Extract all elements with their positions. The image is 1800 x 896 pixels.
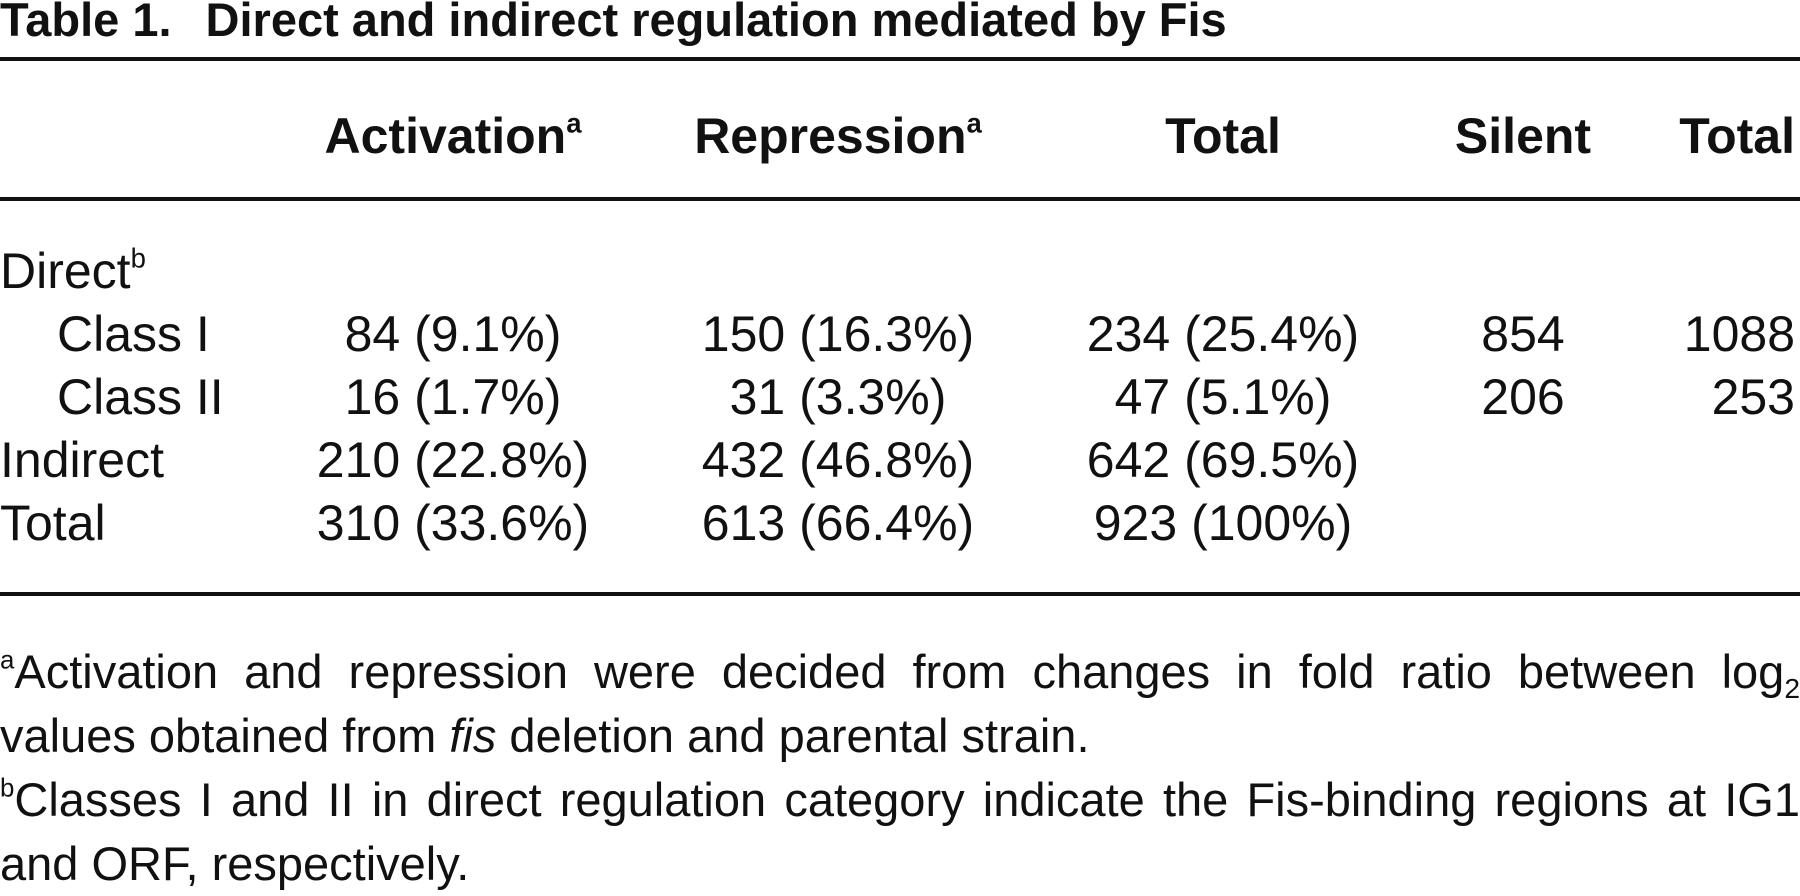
footnote-mark: b [0,774,15,803]
column-header: Total [1679,111,1795,161]
footnote-mark: a [566,107,582,139]
table-cell: 47 (5.1%) [1114,369,1332,425]
row-label-text: Class II [57,369,224,425]
column-header: Repressiona [694,108,982,164]
table-cell: 16 (1.7%) [344,369,562,425]
column-header-text: Total [1679,108,1795,164]
column-header-text: Activation [324,108,567,164]
table-cell: 642 (69.5%) [1086,432,1360,488]
header-rule [0,197,1800,201]
top-rule [0,57,1800,61]
table-cell: 31 (3.3%) [729,369,947,425]
footnote: bClasses I and II in direct regulation c… [0,768,1800,896]
table-cell: 310 (33.6%) [316,495,590,551]
row-label-text: Direct [0,243,131,299]
column-header: Activationa [324,108,582,164]
footnote-text: deletion and parental strain. [496,709,1090,762]
table-cell: 854 [1481,306,1565,362]
row-label: Indirect [0,435,164,485]
table-title: Table 1. Direct and indirect regulation m… [0,0,1227,43]
table-cell: 84 (9.1%) [344,306,562,362]
footnote-text: Activation and repression were decided f… [14,645,1785,698]
row-label: Class II [57,372,224,422]
column-header-text: Repression [694,108,967,164]
table-label: Table 1. [0,0,172,46]
table-cell: 613 (66.4%) [701,495,975,551]
table-cell: 234 (25.4%) [1086,306,1360,362]
italic-text: fis [449,709,497,762]
row-label: Directb [0,243,146,299]
table-cell: 432 (46.8%) [701,432,975,488]
table-cell: 253 [1711,369,1795,425]
table-cell: 206 [1481,369,1565,425]
row-label-text: Class I [57,306,210,362]
footnote: aActivation and repression were decided … [0,640,1800,768]
footnote-mark: a [0,646,15,675]
subscript: 2 [1784,671,1800,704]
column-header-text: Silent [1454,108,1592,164]
table-cell: 150 (16.3%) [701,306,975,362]
footnote-text: Classes I and II in direct regulation ca… [0,773,1800,890]
title-text: Direct and indirect regulation mediated … [205,0,1227,46]
column-header: Silent [1455,111,1591,161]
footnote-text: values obtained from [0,709,450,762]
footnote-mark: a [966,107,982,139]
row-label: Class I [57,309,210,359]
table-cell: 1088 [1683,306,1795,362]
table-cell: 923 (100%) [1093,495,1353,551]
row-label-text: Indirect [0,432,164,488]
row-label: Total [0,498,106,548]
column-header-text: Total [1165,108,1281,164]
row-label-text: Total [0,495,106,551]
column-header: Total [1165,111,1281,161]
bottom-rule [0,592,1800,596]
table-cell: 210 (22.8%) [316,432,590,488]
footnote-mark: b [130,242,146,274]
